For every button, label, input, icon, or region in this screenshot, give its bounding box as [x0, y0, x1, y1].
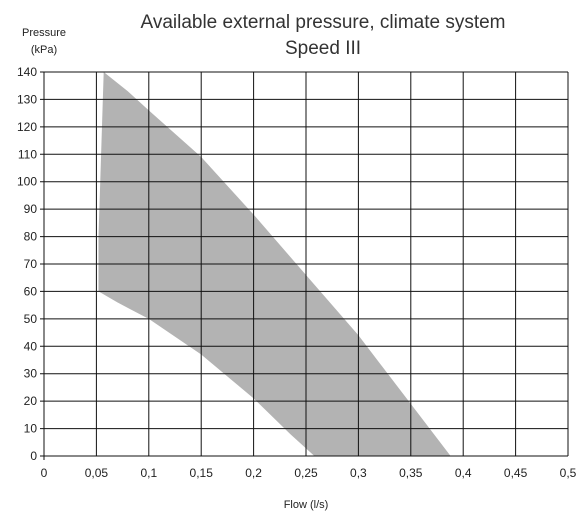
y-tick-label: 20 [24, 394, 38, 408]
y-axis-label-line2: (kPa) [31, 44, 57, 56]
y-tick-label: 110 [18, 147, 37, 161]
y-tick-label: 130 [17, 92, 37, 106]
x-tick-label: 0 [41, 466, 48, 480]
y-tick-label: 100 [17, 175, 37, 189]
x-axis-ticks: 0 0,05 0,1 0,15 0,2 0,25 0,3 0,35 0,4 0,45 0,5 [41, 466, 577, 480]
x-tick-label: 0,4 [455, 466, 472, 480]
x-tick-label: 0,3 [350, 466, 367, 480]
x-axis-label: Flow (l/s) [284, 499, 329, 511]
y-axis-ticks: 0 10 20 30 40 50 60 70 80 90 100 110 120 130 140 [17, 65, 37, 463]
chart-title: Available external pressure, climate sys… [140, 12, 505, 33]
x-tick-label: 0,2 [245, 466, 262, 480]
x-tick-label: 0,5 [560, 466, 577, 480]
y-tick-label: 60 [24, 284, 38, 298]
x-tick-label: 0,15 [190, 466, 214, 480]
x-tick-label: 0,45 [504, 466, 528, 480]
y-axis-label-line1: Pressure [22, 27, 66, 39]
y-tick-label: 50 [24, 312, 38, 326]
y-tick-label: 80 [24, 230, 38, 244]
x-tick-label: 0,35 [399, 466, 423, 480]
x-tick-label: 0,25 [294, 466, 318, 480]
x-tick-label: 0,05 [85, 466, 109, 480]
grid [40, 71, 569, 460]
x-tick-label: 0,1 [140, 466, 157, 480]
y-tick-label: 10 [24, 422, 38, 436]
y-tick-label: 30 [24, 367, 38, 381]
y-tick-label: 140 [17, 65, 37, 79]
chart-subtitle: Speed III [285, 38, 361, 59]
y-tick-label: 70 [24, 257, 38, 271]
y-tick-label: 90 [24, 202, 38, 216]
y-tick-label: 120 [17, 120, 37, 134]
y-tick-label: 0 [30, 449, 37, 463]
y-tick-label: 40 [24, 339, 38, 353]
